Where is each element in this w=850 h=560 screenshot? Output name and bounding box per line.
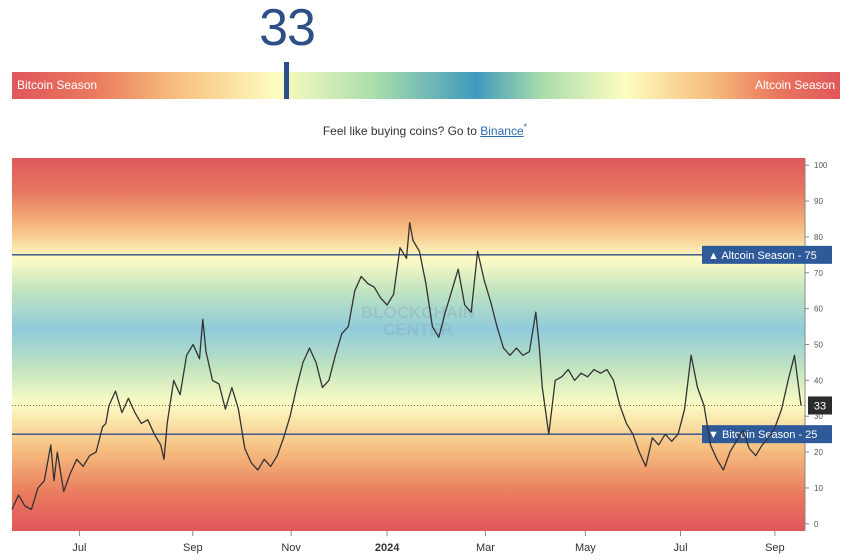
x-tick-label: Jul bbox=[72, 542, 86, 554]
y-tick-label: 90 bbox=[814, 197, 823, 206]
y-tick-label: 10 bbox=[814, 484, 823, 493]
reference-flag-label: ▼ Bitcoin Season - 25 bbox=[708, 429, 817, 441]
index-value: 33 bbox=[259, 0, 316, 57]
season-gradient-bar: Bitcoin Season Altcoin Season bbox=[12, 72, 840, 99]
watermark-line2: CENTER bbox=[383, 320, 453, 339]
y-tick-label: 40 bbox=[814, 376, 823, 385]
x-tick-label: Mar bbox=[476, 542, 495, 554]
reference-flag bbox=[702, 245, 832, 264]
x-tick-label: Sep bbox=[183, 542, 203, 554]
x-tick-label: Nov bbox=[281, 542, 301, 554]
altcoin-season-label: Altcoin Season bbox=[754, 78, 835, 92]
reference-flag bbox=[702, 425, 832, 444]
binance-link[interactable]: Binance bbox=[480, 124, 524, 138]
current-index-marker bbox=[284, 62, 289, 99]
y-tick-label: 20 bbox=[814, 448, 823, 457]
promo-line: Feel like buying coins? Go to Binance* bbox=[0, 122, 850, 138]
altcoin-index-chart: BLOCKCHAIN CENTER 0102030405060708090100… bbox=[11, 158, 832, 560]
x-tick-label: May bbox=[575, 542, 596, 554]
x-axis-band bbox=[12, 531, 805, 560]
current-value-flag bbox=[808, 396, 832, 415]
promo-text: Feel like buying coins? Go to bbox=[322, 124, 481, 138]
y-tick-label: 0 bbox=[814, 520, 819, 529]
y-tick-label: 100 bbox=[814, 161, 828, 170]
promo-star: * bbox=[523, 122, 528, 132]
x-tick-label: Sep bbox=[765, 542, 785, 554]
reference-flag-label: ▲ Altcoin Season - 75 bbox=[708, 250, 817, 262]
bitcoin-season-label: Bitcoin Season bbox=[17, 78, 98, 92]
y-tick-label: 60 bbox=[814, 305, 823, 314]
plot-background bbox=[12, 158, 805, 531]
x-tick-label: 2024 bbox=[375, 542, 400, 554]
x-tick-label: Jul bbox=[673, 542, 687, 554]
y-tick-label: 70 bbox=[814, 269, 823, 278]
current-value-label: 33 bbox=[814, 400, 826, 412]
y-tick-label: 50 bbox=[814, 341, 823, 350]
y-tick-label: 80 bbox=[814, 233, 823, 242]
series-line bbox=[11, 221, 802, 511]
y-tick-label: 30 bbox=[814, 412, 823, 421]
